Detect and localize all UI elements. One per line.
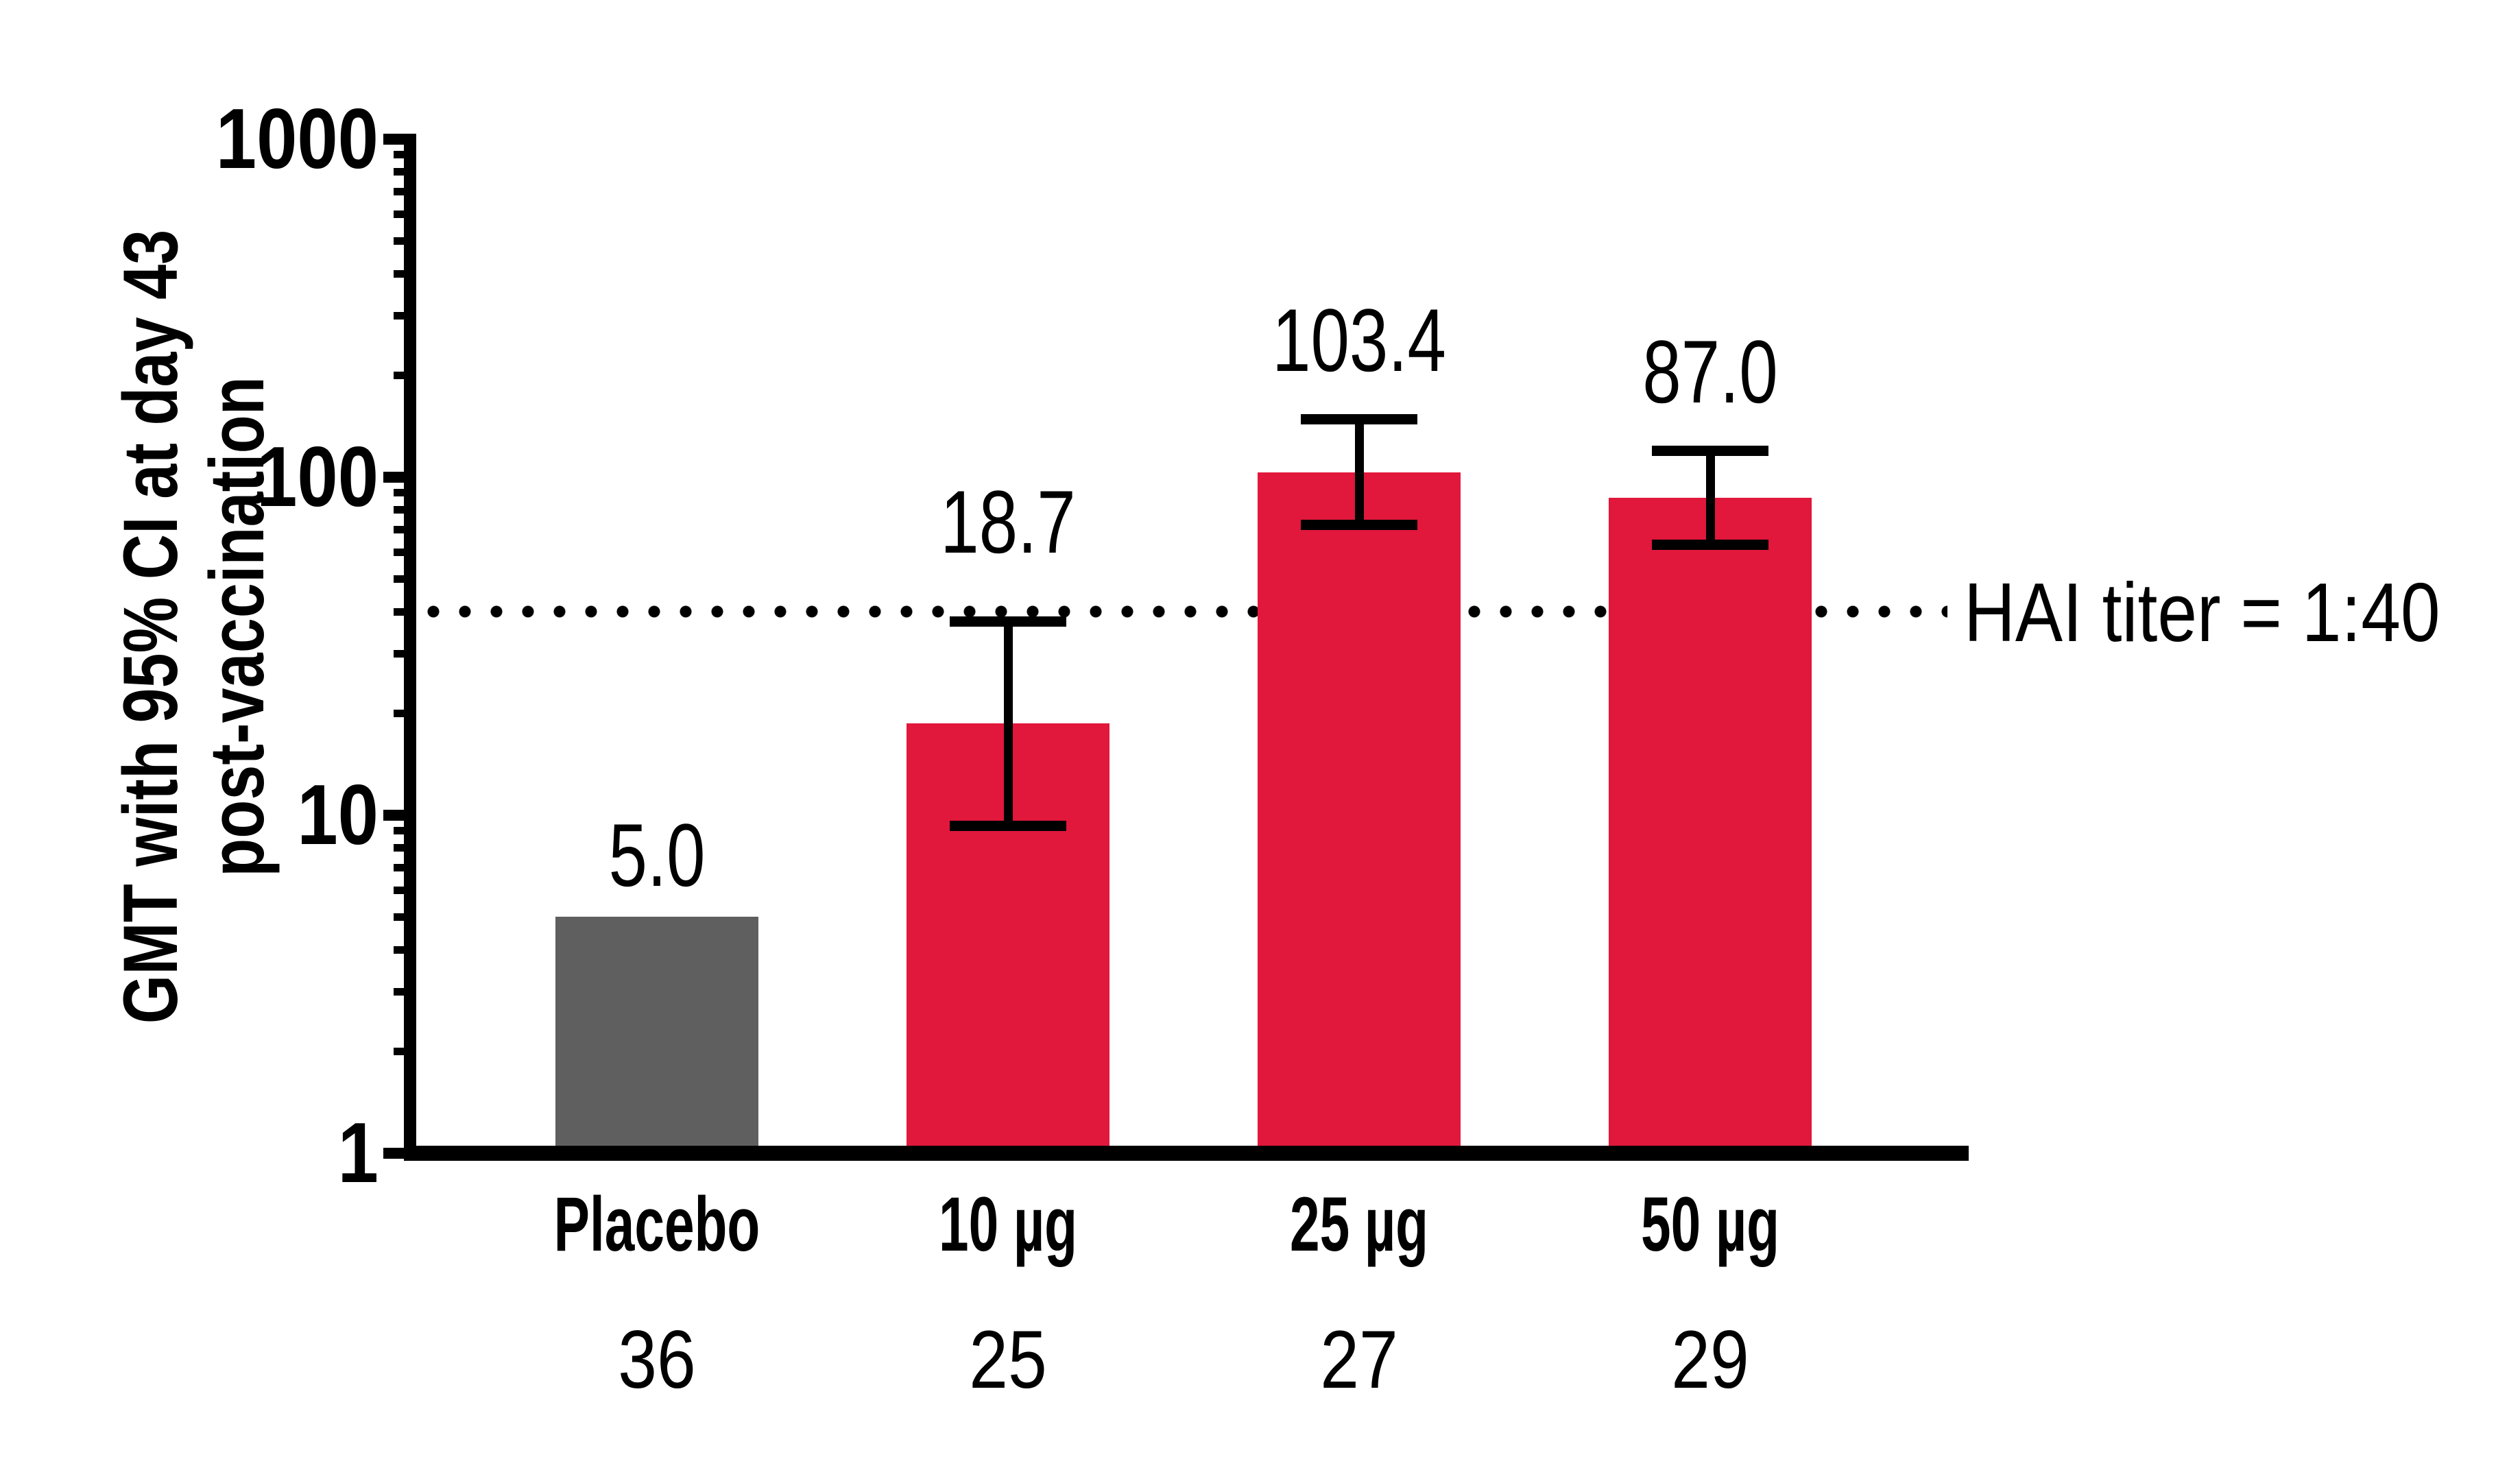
- value-label-25 µg: 103.4: [1272, 289, 1446, 390]
- y-minor-tick: [394, 372, 416, 380]
- error-cap-top-50 µg: [1652, 445, 1768, 456]
- y-minor-tick: [394, 575, 416, 583]
- error-cap-top-10 µg: [950, 616, 1066, 627]
- y-major-tick-1000: [383, 134, 416, 145]
- y-minor-tick: [394, 312, 416, 320]
- y-tick-label-10: 10: [297, 768, 379, 863]
- bar-25 µg: [1258, 472, 1461, 1153]
- y-minor-tick: [394, 548, 416, 556]
- y-minor-tick: [394, 886, 416, 894]
- y-minor-tick: [394, 863, 416, 871]
- reference-line-label: HAI titer = 1:40: [1964, 566, 2440, 659]
- error-whisker-10 µg: [1004, 621, 1013, 826]
- y-minor-tick: [394, 269, 416, 278]
- y-minor-tick: [394, 489, 416, 497]
- y-minor-tick: [394, 710, 416, 718]
- y-minor-tick: [394, 187, 416, 195]
- y-tick-label-1000: 1000: [215, 92, 379, 186]
- error-cap-bottom-50 µg: [1652, 539, 1768, 550]
- sample-size-25 µg: 27: [1320, 1314, 1398, 1406]
- sample-size-50 µg: 29: [1671, 1314, 1749, 1406]
- y-minor-tick: [394, 210, 416, 218]
- y-minor-tick: [394, 988, 416, 996]
- y-major-tick-1: [383, 1148, 416, 1159]
- y-minor-tick: [394, 1048, 416, 1056]
- category-label-50 µg: 50 µg: [1640, 1181, 1780, 1267]
- y-minor-tick: [394, 827, 416, 835]
- value-label-10 µg: 18.7: [940, 472, 1076, 572]
- value-label-Placebo: 5.0: [608, 805, 706, 906]
- sample-size-Placebo: 36: [618, 1314, 696, 1406]
- y-tick-label-100: 100: [256, 430, 379, 525]
- y-minor-tick: [394, 844, 416, 852]
- category-label-Placebo: Placebo: [553, 1181, 760, 1267]
- error-whisker-50 µg: [1706, 450, 1715, 545]
- value-label-50 µg: 87.0: [1642, 321, 1778, 422]
- y-major-tick-10: [383, 810, 416, 821]
- bar-50 µg: [1609, 497, 1812, 1153]
- category-label-25 µg: 25 µg: [1289, 1181, 1429, 1267]
- error-cap-bottom-25 µg: [1301, 520, 1417, 531]
- y-minor-tick: [394, 506, 416, 514]
- reference-dotted-line: [427, 605, 1947, 619]
- y-minor-tick: [394, 607, 416, 616]
- y-minor-tick: [394, 946, 416, 954]
- y-minor-tick: [394, 913, 416, 921]
- sample-size-10 µg: 25: [969, 1314, 1047, 1406]
- y-tick-label-1: 1: [337, 1106, 379, 1201]
- y-minor-tick: [394, 168, 416, 176]
- y-minor-tick: [394, 151, 416, 159]
- error-cap-bottom-10 µg: [950, 820, 1066, 831]
- x-axis-baseline: [404, 1146, 1969, 1161]
- y-minor-tick: [394, 237, 416, 245]
- error-cap-top-25 µg: [1301, 413, 1417, 424]
- category-label-10 µg: 10 µg: [938, 1181, 1078, 1267]
- y-minor-tick: [394, 650, 416, 658]
- y-major-tick-100: [383, 472, 416, 483]
- error-whisker-25 µg: [1355, 418, 1364, 526]
- y-minor-tick: [394, 525, 416, 533]
- y-axis-spine: [404, 135, 416, 1161]
- bar-Placebo: [555, 917, 758, 1153]
